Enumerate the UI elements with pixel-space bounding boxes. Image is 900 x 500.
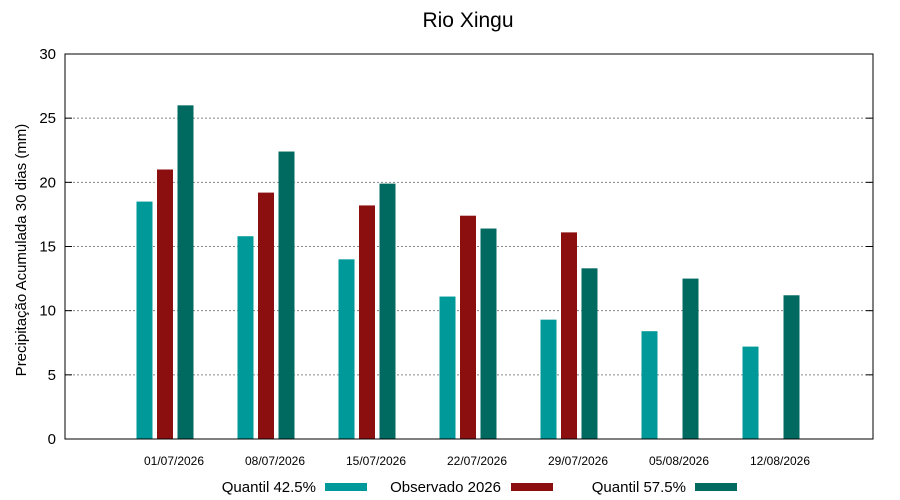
bar bbox=[338, 259, 355, 439]
bar bbox=[278, 151, 295, 440]
x-tick-label: 01/07/2026 bbox=[144, 454, 204, 468]
legend-label: Observado 2026 bbox=[390, 479, 501, 496]
y-tick-label: 10 bbox=[39, 303, 56, 320]
x-tick-label: 05/08/2026 bbox=[649, 454, 709, 468]
y-tick-label: 15 bbox=[39, 239, 56, 256]
legend-label: Quantil 42.5% bbox=[222, 479, 316, 496]
x-tick-label: 29/07/2026 bbox=[548, 454, 608, 468]
y-axis-label: Precipitação Acumulada 30 dias (mm) bbox=[13, 124, 30, 377]
legend: Quantil 42.5% Observado 2026 Quantil 57.5% bbox=[222, 479, 737, 496]
axis-ticks: 0 5 10 15 20 25 30 01/07/2026 08/07/2026 15/07/20… bbox=[39, 46, 873, 468]
bar bbox=[480, 228, 497, 439]
bar bbox=[561, 232, 577, 439]
y-tick-label: 5 bbox=[48, 367, 56, 384]
bar bbox=[682, 278, 699, 439]
bar bbox=[641, 331, 658, 439]
y-tick-label: 30 bbox=[39, 46, 56, 63]
bar bbox=[460, 215, 476, 439]
legend-label: Quantil 57.5% bbox=[592, 479, 686, 496]
legend-swatch bbox=[511, 483, 553, 491]
chart-title: Rio Xingu bbox=[422, 9, 513, 32]
bar bbox=[540, 319, 557, 439]
bar bbox=[359, 205, 375, 439]
bar bbox=[581, 268, 598, 439]
bar bbox=[742, 346, 759, 439]
bar bbox=[157, 169, 173, 439]
x-tick-label: 08/07/2026 bbox=[245, 454, 305, 468]
bar bbox=[237, 236, 254, 439]
legend-swatch bbox=[325, 483, 367, 491]
bars bbox=[136, 105, 800, 440]
bar bbox=[379, 183, 396, 439]
legend-swatch bbox=[695, 483, 737, 491]
bar bbox=[783, 295, 800, 439]
y-tick-label: 20 bbox=[39, 174, 56, 191]
x-tick-label: 12/08/2026 bbox=[750, 454, 810, 468]
bar bbox=[258, 192, 274, 439]
y-tick-label: 25 bbox=[39, 110, 56, 127]
bar bbox=[136, 201, 153, 439]
y-tick-label: 0 bbox=[48, 431, 56, 448]
bar bbox=[177, 105, 194, 439]
bar bbox=[439, 296, 456, 439]
x-tick-label: 15/07/2026 bbox=[346, 454, 406, 468]
x-tick-label: 22/07/2026 bbox=[447, 454, 507, 468]
